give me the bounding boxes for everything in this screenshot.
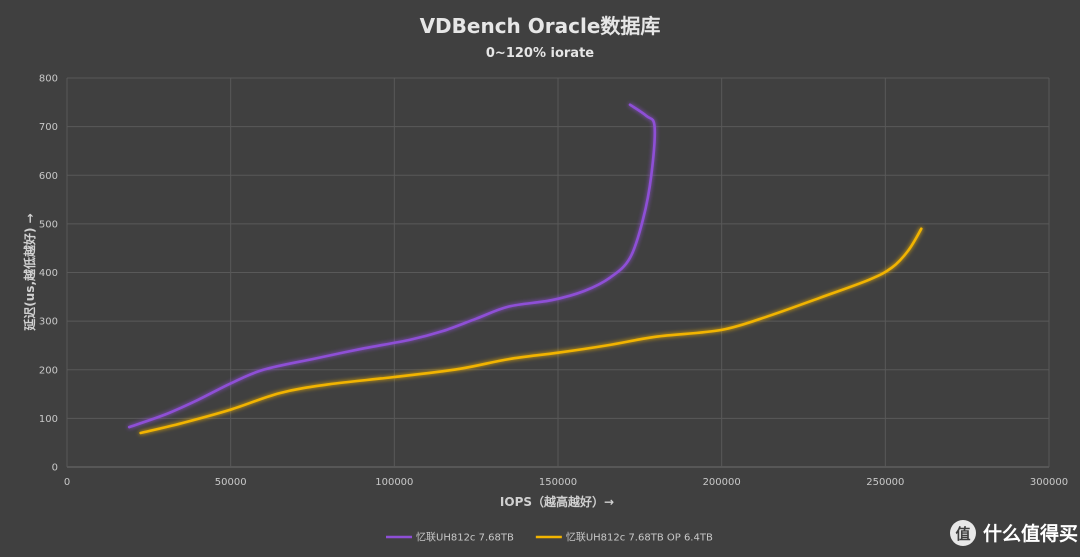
- x-tick-label: 0: [64, 477, 70, 488]
- x-tick-label: 250000: [866, 477, 904, 488]
- watermark-logo-icon: [950, 520, 976, 546]
- legend-item-1: 忆联UH812c 7.68TB: [386, 531, 514, 544]
- x-tick-label: 50000: [215, 477, 247, 488]
- legend: 忆联UH812c 7.68TB 忆联UH812c 7.68TB OP 6.4TB: [386, 531, 713, 544]
- grid: [66, 77, 1050, 468]
- chart-title: VDBench Oracle数据库: [420, 14, 661, 38]
- series-lines: [127, 103, 923, 435]
- y-tick-label: 100: [39, 414, 58, 425]
- x-tick-label: 150000: [539, 477, 577, 488]
- y-tick-label: 300: [39, 317, 58, 328]
- watermark-text: 什么值得买: [983, 522, 1078, 545]
- y-tick-label: 0: [52, 463, 58, 474]
- x-tick-label: 100000: [375, 477, 413, 488]
- y-tick-label: 700: [39, 122, 58, 133]
- y-tick-label: 600: [39, 171, 58, 182]
- y-tick-label: 500: [39, 219, 58, 230]
- watermark-logo-glyph: 值: [955, 525, 970, 543]
- legend-label: 忆联UH812c 7.68TB OP 6.4TB: [566, 531, 713, 544]
- y-tick-label: 200: [39, 365, 58, 376]
- y-axis-label: 延迟(us,越低越好) →: [22, 213, 37, 331]
- series-line-1: [127, 103, 657, 429]
- series-line-2: [139, 227, 923, 435]
- x-tick-label: 200000: [703, 477, 741, 488]
- legend-label: 忆联UH812c 7.68TB: [416, 531, 514, 544]
- y-tick-label: 800: [39, 74, 58, 85]
- chart-subtitle: 0~120% iorate: [486, 46, 594, 61]
- x-axis-label: IOPS（越高越好）→: [500, 494, 614, 509]
- axis-ticks: 0 100 200 300 400 500 600 700 800 0 50000 100000 150…: [39, 74, 1068, 489]
- y-tick-label: 400: [39, 268, 58, 279]
- watermark: 值 什么值得买: [950, 520, 1078, 546]
- legend-item-2: 忆联UH812c 7.68TB OP 6.4TB: [535, 531, 713, 544]
- x-tick-label: 300000: [1030, 477, 1068, 488]
